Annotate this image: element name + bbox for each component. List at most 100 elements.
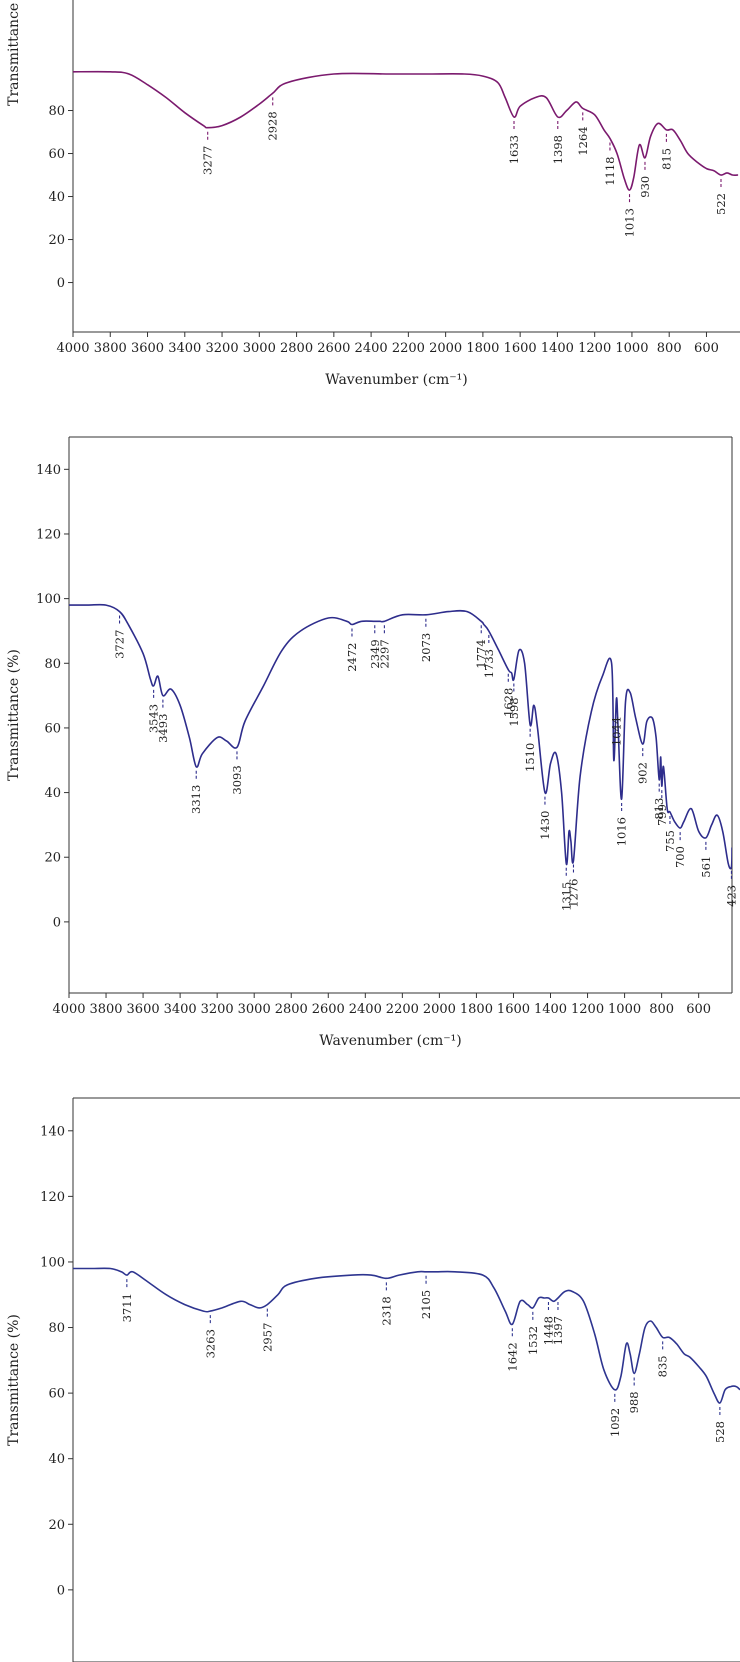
peak-label: 3493 <box>156 714 170 743</box>
peak-label: 1448 <box>542 1316 556 1345</box>
y-tick-label: 80 <box>44 657 61 672</box>
x-tick-label: 1400 <box>541 341 574 356</box>
peak-label: 3727 <box>113 630 127 659</box>
peak-label: 2318 <box>379 1296 393 1325</box>
plot-area <box>73 1267 740 1404</box>
y-axis-title: Transmittance (%) <box>6 1314 22 1446</box>
x-tick-label: 1600 <box>504 341 537 356</box>
x-tick-label: 3400 <box>164 1002 197 1017</box>
ftir-spectrum-2: 140 120 100 80 60 40 20 0 4000 3800 3600 3400 3200 30… <box>6 436 738 1049</box>
x-tick-label: 2400 <box>355 341 388 356</box>
y-tick-label: 120 <box>36 527 61 542</box>
y-tick-label: 0 <box>53 915 61 930</box>
peak-label: 902 <box>636 762 650 784</box>
peak-label: 3313 <box>189 785 203 814</box>
y-tick-label: 60 <box>44 721 61 736</box>
x-tick-label: 3200 <box>206 341 239 356</box>
x-tick-label: 2200 <box>386 1002 419 1017</box>
x-tick-label: 2200 <box>392 341 425 356</box>
peak-label: 3711 <box>120 1293 134 1322</box>
x-tick-label: 800 <box>657 341 682 356</box>
y-tick-label: 140 <box>36 463 61 478</box>
peak-label: 835 <box>656 1355 670 1377</box>
peak-label: 3263 <box>203 1329 217 1358</box>
x-tick-label: 2800 <box>280 341 313 356</box>
x-tick-label: 1800 <box>460 1002 493 1017</box>
x-tick-label: 4000 <box>52 1002 85 1017</box>
x-tick-label: 3000 <box>238 1002 271 1017</box>
y-axis-title: Transmittance (%) <box>6 0 22 106</box>
x-tick-label: 2000 <box>423 1002 456 1017</box>
peak-label: 3543 <box>147 704 161 733</box>
y-tick-label: 0 <box>57 276 65 291</box>
peak-label: 755 <box>663 830 677 852</box>
spectrum-line <box>73 70 739 191</box>
peak-label: 1118 <box>603 157 617 186</box>
spectrum-line <box>69 603 732 870</box>
peak-label: 2957 <box>260 1323 274 1352</box>
peak-label: 528 <box>713 1421 727 1443</box>
peak-label: 1510 <box>523 743 537 772</box>
x-tick-label: 1800 <box>466 341 499 356</box>
x-tick-label: 600 <box>694 341 719 356</box>
y-axis-title: Transmittance (%) <box>6 649 22 781</box>
peak-label: 2472 <box>345 643 359 672</box>
ftir-spectrum-1: 80 60 40 20 0 4000 3800 3600 3400 3200 3000 2800 260… <box>6 0 740 388</box>
spectrum-line <box>73 1267 740 1404</box>
peak-label: 3277 <box>201 146 215 175</box>
peak-label: 799 <box>655 804 669 826</box>
peak-label: 2349 <box>368 639 382 668</box>
x-tick-label: 2000 <box>429 341 462 356</box>
peak-label: 1264 <box>576 126 590 155</box>
peak-label: 1044 <box>609 717 623 746</box>
x-tick-label: 4000 <box>56 341 89 356</box>
ftir-spectrum-3: 140 120 100 80 60 40 20 0 Transmittance (%) 3711 3… <box>6 1097 740 1662</box>
y-tick-label: 20 <box>48 233 65 248</box>
x-tick-label: 1400 <box>534 1002 567 1017</box>
x-tick-label: 3200 <box>201 1002 234 1017</box>
peak-label: 1315 <box>559 882 573 911</box>
y-tick-label: 60 <box>48 1387 65 1402</box>
peak-label: 2105 <box>419 1290 433 1319</box>
x-tick-label: 1200 <box>571 1002 604 1017</box>
plot-area <box>69 603 732 870</box>
x-tick-label: 2600 <box>317 341 350 356</box>
peak-label: 522 <box>714 193 728 215</box>
peak-label: 1430 <box>538 811 552 840</box>
x-tick-label: 600 <box>686 1002 711 1017</box>
peak-label: 1733 <box>482 649 496 678</box>
peak-label: 1276 <box>567 879 581 908</box>
peak-label: 1598 <box>507 697 521 726</box>
x-tick-label: 2800 <box>275 1002 308 1017</box>
peak-label: 930 <box>638 176 652 198</box>
peak-label: 1532 <box>526 1326 540 1355</box>
peak-label: 700 <box>673 846 687 868</box>
peak-label: 1397 <box>551 1316 565 1345</box>
peak-label: 423 <box>724 885 738 907</box>
plot-area <box>73 70 739 191</box>
peak-label: 1633 <box>507 135 521 164</box>
peak-label: 1092 <box>608 1408 622 1437</box>
x-tick-label: 1000 <box>615 341 648 356</box>
y-tick-label: 40 <box>48 190 65 205</box>
peak-label: 1016 <box>615 817 629 846</box>
x-tick-label: 3400 <box>168 341 201 356</box>
peak-label: 3093 <box>230 765 244 794</box>
peak-label: 815 <box>659 148 673 170</box>
x-tick-label: 3800 <box>94 341 127 356</box>
peak-label: 2297 <box>377 639 391 668</box>
peak-label: 988 <box>627 1391 641 1413</box>
y-tick-label: 60 <box>48 147 65 162</box>
peak-label: 1628 <box>501 688 515 717</box>
x-axis-title: Wavenumber (cm⁻¹) <box>319 1033 461 1049</box>
peak-label: 1398 <box>551 135 565 164</box>
y-tick-label: 100 <box>36 592 61 607</box>
y-tick-label: 80 <box>48 104 65 119</box>
x-tick-label: 3600 <box>131 341 164 356</box>
y-tick-label: 80 <box>48 1321 65 1336</box>
y-tick-label: 120 <box>40 1190 65 1205</box>
x-tick-label: 1200 <box>578 341 611 356</box>
x-tick-label: 2600 <box>312 1002 345 1017</box>
x-tick-label: 3800 <box>89 1002 122 1017</box>
